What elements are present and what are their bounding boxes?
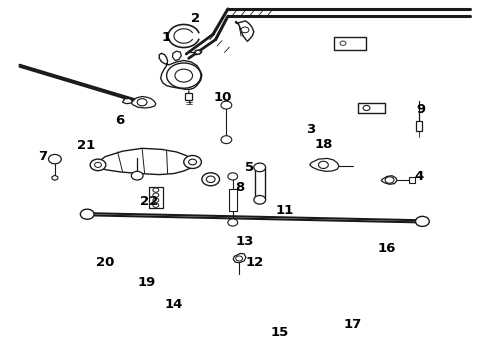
Circle shape [206,176,215,183]
Circle shape [202,173,220,186]
Text: 5: 5 [245,161,254,174]
Polygon shape [52,175,58,180]
Circle shape [385,177,394,183]
Polygon shape [310,158,339,171]
Text: 8: 8 [236,181,245,194]
Circle shape [236,256,243,261]
Circle shape [153,188,159,192]
Text: 11: 11 [275,204,294,217]
Circle shape [254,163,266,172]
Text: 17: 17 [343,318,362,330]
Polygon shape [381,176,397,184]
Circle shape [340,41,346,45]
Polygon shape [159,53,202,89]
Text: 10: 10 [214,91,232,104]
Polygon shape [194,50,202,55]
Polygon shape [122,99,132,104]
Text: 18: 18 [314,138,333,150]
Circle shape [254,195,266,204]
Bar [255,167,265,200]
Text: 6: 6 [116,114,124,127]
Bar [185,93,192,100]
Circle shape [228,173,238,180]
Circle shape [221,101,232,109]
Circle shape [167,63,201,88]
Bar [229,189,237,211]
Polygon shape [172,51,181,60]
Text: 14: 14 [165,298,183,311]
Text: 13: 13 [236,235,254,248]
Circle shape [416,216,429,226]
Circle shape [90,159,106,171]
Text: 12: 12 [245,256,264,269]
Text: 20: 20 [96,256,115,269]
Text: 22: 22 [140,195,159,208]
Circle shape [153,198,159,202]
Polygon shape [94,148,195,175]
Circle shape [95,162,101,167]
Text: 16: 16 [378,242,396,255]
Circle shape [196,50,200,54]
Bar [358,103,385,113]
Bar [334,37,366,50]
Bar [416,121,422,131]
Text: 19: 19 [138,276,156,289]
Polygon shape [233,253,246,263]
Text: 21: 21 [76,139,95,152]
Circle shape [80,209,94,219]
Text: 9: 9 [417,103,426,116]
Text: 3: 3 [307,123,316,136]
Circle shape [228,219,238,226]
Text: 4: 4 [415,170,423,183]
Circle shape [49,154,61,164]
Circle shape [137,99,147,106]
Circle shape [363,105,370,111]
Circle shape [241,27,249,33]
Circle shape [153,193,159,197]
Circle shape [189,159,196,165]
Polygon shape [131,96,156,108]
Bar [149,187,163,208]
Circle shape [131,171,143,180]
Circle shape [318,161,328,168]
Bar [409,177,415,183]
Polygon shape [235,21,254,41]
Text: 15: 15 [270,327,289,339]
Text: 1: 1 [162,31,171,44]
Text: 7: 7 [39,150,48,163]
Circle shape [221,136,232,144]
Circle shape [175,69,193,82]
Text: 2: 2 [192,12,200,24]
Circle shape [184,156,201,168]
Circle shape [153,203,159,207]
